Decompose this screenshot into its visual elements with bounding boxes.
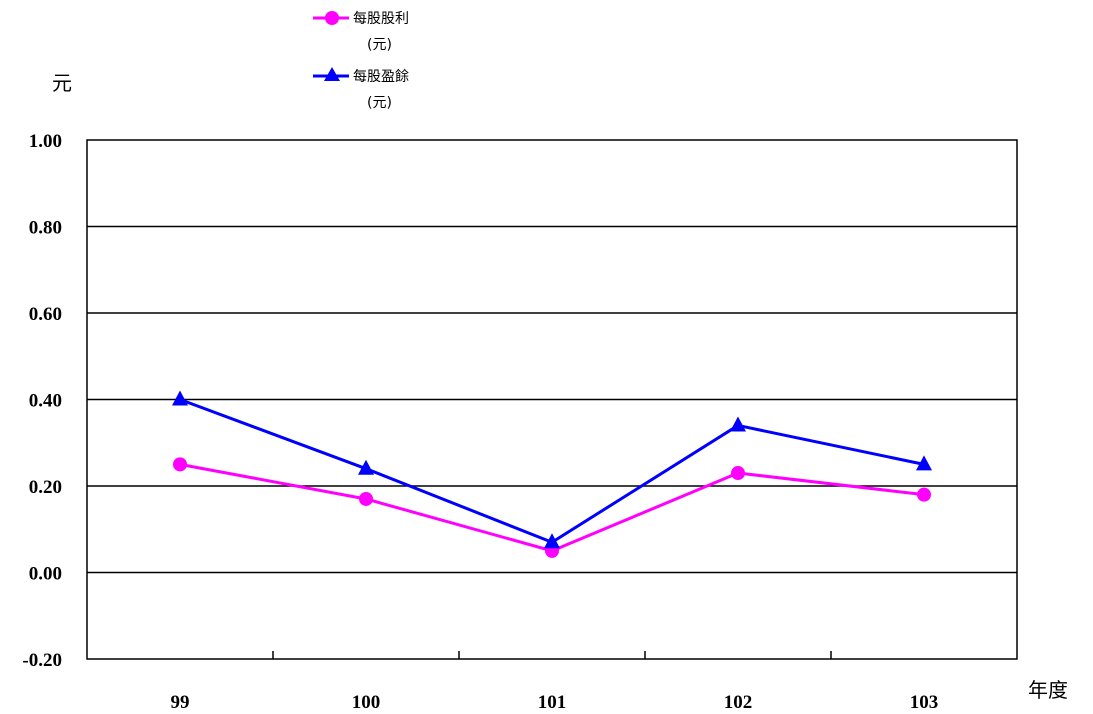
y-tick-label: 0.80 — [29, 218, 62, 239]
data-point-dividend — [359, 491, 373, 506]
legend-entry-eps: 每股盈餘 (元) — [313, 67, 409, 111]
series-group — [172, 390, 932, 558]
x-tick-labels: 99 100 101 102 103 — [171, 692, 939, 713]
x-tick-label: 99 — [171, 692, 190, 713]
data-point-dividend — [173, 457, 187, 472]
x-axis-unit-label: 年度 — [1028, 678, 1068, 702]
y-tick-labels: 1.00 0.80 0.60 0.40 0.20 0.00 -0.20 — [22, 131, 62, 671]
y-tick-label: 0.00 — [29, 564, 62, 585]
data-point-eps — [916, 455, 932, 471]
y-tick-label: -0.20 — [22, 650, 62, 671]
plot-area — [86, 139, 1018, 660]
legend-entry-dividend: 每股股利 (元) — [313, 11, 409, 53]
legend-marker-eps — [324, 67, 340, 81]
data-point-dividend — [917, 487, 931, 502]
legend-label-dividend: 每股股利 — [353, 11, 409, 27]
y-tick-label: 1.00 — [29, 131, 62, 152]
data-point-dividend — [731, 466, 745, 481]
data-point-eps — [730, 416, 746, 432]
y-tick-label: 0.20 — [29, 477, 62, 498]
x-tick-label: 103 — [910, 692, 939, 713]
x-tick-label: 100 — [352, 692, 381, 713]
legend-label-eps: 每股盈餘 — [353, 68, 409, 85]
x-tick-label: 101 — [538, 692, 567, 713]
y-tick-label: 0.60 — [29, 304, 62, 325]
series-line-eps — [179, 398, 925, 544]
data-point-eps — [172, 390, 188, 406]
data-point-eps — [544, 533, 560, 549]
grid-lines — [87, 225, 1017, 574]
y-tick-label: 0.40 — [29, 391, 62, 412]
data-point-eps — [358, 459, 374, 475]
legend-marker-dividend — [325, 11, 339, 25]
x-tick-marks — [272, 651, 832, 659]
y-axis-unit-label: 元 — [52, 71, 72, 95]
x-tick-label: 102 — [724, 692, 753, 713]
legend-unit-dividend: (元) — [367, 37, 392, 53]
legend-unit-eps: (元) — [367, 95, 392, 111]
legend: 每股股利 (元) 每股盈餘 (元) — [313, 11, 409, 111]
